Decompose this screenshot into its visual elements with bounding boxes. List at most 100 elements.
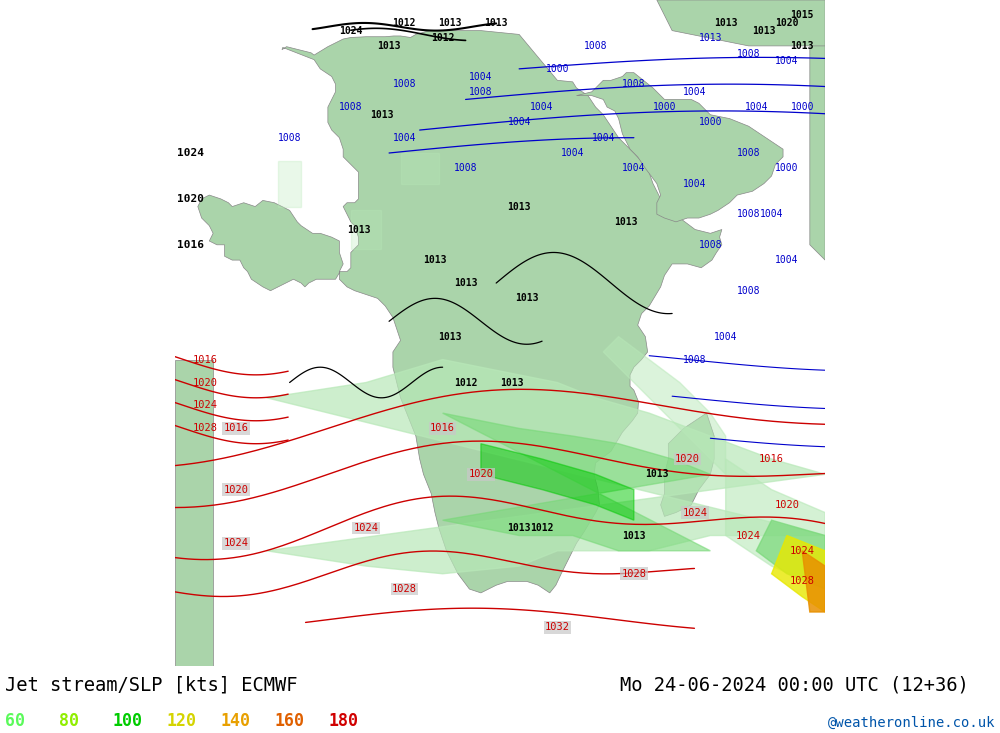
Text: 1008: 1008 bbox=[737, 148, 760, 158]
Text: 1024: 1024 bbox=[354, 523, 379, 533]
Text: 1008: 1008 bbox=[737, 286, 760, 295]
Text: 1013: 1013 bbox=[454, 278, 477, 288]
Text: 1013: 1013 bbox=[484, 18, 508, 28]
Text: 1000: 1000 bbox=[546, 64, 569, 74]
Text: 1016: 1016 bbox=[193, 355, 218, 364]
Text: 1008: 1008 bbox=[737, 209, 760, 219]
Text: 1020: 1020 bbox=[193, 377, 218, 388]
Text: 1024: 1024 bbox=[339, 26, 363, 36]
Text: 1024: 1024 bbox=[224, 538, 249, 548]
Text: 1008: 1008 bbox=[699, 240, 722, 250]
Text: 1016: 1016 bbox=[224, 424, 249, 433]
Text: 1004: 1004 bbox=[745, 102, 768, 112]
Text: 1004: 1004 bbox=[683, 86, 707, 97]
Text: @weatheronline.co.uk: @weatheronline.co.uk bbox=[828, 715, 995, 729]
Text: 1013: 1013 bbox=[507, 202, 531, 212]
Text: Jet stream/SLP [kts] ECMWF: Jet stream/SLP [kts] ECMWF bbox=[5, 676, 298, 695]
Text: 1013: 1013 bbox=[614, 217, 638, 226]
Text: 1004: 1004 bbox=[561, 148, 584, 158]
Text: 1004: 1004 bbox=[530, 102, 554, 112]
Text: 1013: 1013 bbox=[347, 224, 370, 235]
Polygon shape bbox=[267, 360, 825, 574]
Text: 140: 140 bbox=[221, 712, 251, 729]
Text: Mo 24-06-2024 00:00 UTC (12+36): Mo 24-06-2024 00:00 UTC (12+36) bbox=[620, 676, 969, 695]
Text: 1020: 1020 bbox=[224, 485, 249, 495]
Text: 120: 120 bbox=[167, 712, 197, 729]
Text: 160: 160 bbox=[275, 712, 305, 729]
Text: 1008: 1008 bbox=[622, 79, 646, 89]
Text: 1013: 1013 bbox=[423, 255, 447, 265]
Text: 1024: 1024 bbox=[736, 531, 761, 540]
Text: 1012: 1012 bbox=[454, 377, 477, 388]
Text: 1013: 1013 bbox=[439, 331, 462, 342]
Polygon shape bbox=[756, 520, 825, 589]
Text: 1008: 1008 bbox=[339, 102, 363, 112]
Polygon shape bbox=[175, 360, 213, 666]
Text: 1013: 1013 bbox=[714, 18, 737, 28]
Text: 1016: 1016 bbox=[759, 454, 784, 464]
Text: 1016: 1016 bbox=[177, 240, 204, 250]
Polygon shape bbox=[661, 413, 714, 516]
Text: 1012: 1012 bbox=[431, 33, 454, 43]
Text: 1032: 1032 bbox=[545, 622, 570, 633]
Text: 1004: 1004 bbox=[760, 209, 783, 219]
Text: 1004: 1004 bbox=[507, 117, 531, 128]
Text: 1020: 1020 bbox=[177, 194, 204, 204]
Polygon shape bbox=[351, 210, 381, 248]
Polygon shape bbox=[810, 0, 825, 260]
Text: 1008: 1008 bbox=[737, 48, 760, 59]
Text: 1013: 1013 bbox=[439, 18, 462, 28]
Polygon shape bbox=[481, 443, 634, 520]
Text: 1013: 1013 bbox=[370, 110, 393, 119]
Polygon shape bbox=[726, 459, 825, 589]
Polygon shape bbox=[198, 31, 722, 593]
Text: 1015: 1015 bbox=[790, 10, 814, 21]
Text: 1024: 1024 bbox=[683, 507, 708, 517]
Text: 1004: 1004 bbox=[683, 179, 707, 188]
Text: 1028: 1028 bbox=[790, 576, 815, 586]
Text: 1016: 1016 bbox=[430, 424, 455, 433]
Text: 1020: 1020 bbox=[774, 500, 799, 510]
Polygon shape bbox=[772, 536, 825, 612]
Text: 1013: 1013 bbox=[500, 377, 523, 388]
Text: 1013: 1013 bbox=[790, 41, 814, 51]
Polygon shape bbox=[443, 413, 710, 550]
Polygon shape bbox=[278, 161, 301, 207]
Text: 80: 80 bbox=[59, 712, 79, 729]
Text: 1020: 1020 bbox=[468, 469, 493, 479]
Text: 1013: 1013 bbox=[752, 26, 776, 36]
Text: 1013: 1013 bbox=[622, 531, 646, 540]
Text: 1028: 1028 bbox=[621, 569, 646, 579]
Text: 1004: 1004 bbox=[714, 331, 737, 342]
Text: 1028: 1028 bbox=[392, 584, 417, 594]
Text: 1004: 1004 bbox=[622, 163, 646, 173]
Polygon shape bbox=[657, 0, 825, 46]
Text: 1024: 1024 bbox=[177, 148, 204, 158]
Polygon shape bbox=[603, 336, 726, 474]
Text: 1008: 1008 bbox=[584, 41, 607, 51]
Text: 1000: 1000 bbox=[699, 117, 722, 128]
Text: 1008: 1008 bbox=[278, 133, 301, 143]
Text: 1013: 1013 bbox=[507, 523, 531, 533]
Text: 1024: 1024 bbox=[790, 546, 815, 556]
Text: 1013: 1013 bbox=[377, 41, 401, 51]
Text: 1012: 1012 bbox=[393, 18, 416, 28]
Text: 1008: 1008 bbox=[469, 86, 493, 97]
Text: 1008: 1008 bbox=[454, 163, 477, 173]
Text: 180: 180 bbox=[329, 712, 359, 729]
Text: 1013: 1013 bbox=[699, 33, 722, 43]
Text: 1000: 1000 bbox=[653, 102, 676, 112]
Text: 1012: 1012 bbox=[530, 523, 554, 533]
Polygon shape bbox=[802, 550, 825, 612]
Polygon shape bbox=[577, 73, 783, 222]
Text: 1000: 1000 bbox=[775, 163, 799, 173]
Text: 1013: 1013 bbox=[645, 469, 669, 479]
Text: 1020: 1020 bbox=[775, 18, 799, 28]
Text: 60: 60 bbox=[5, 712, 25, 729]
Polygon shape bbox=[401, 153, 439, 183]
Text: 1000: 1000 bbox=[790, 102, 814, 112]
Text: 1013: 1013 bbox=[515, 293, 539, 303]
Text: 1004: 1004 bbox=[775, 255, 799, 265]
Text: 1008: 1008 bbox=[683, 355, 707, 364]
Text: 1024: 1024 bbox=[193, 400, 218, 410]
